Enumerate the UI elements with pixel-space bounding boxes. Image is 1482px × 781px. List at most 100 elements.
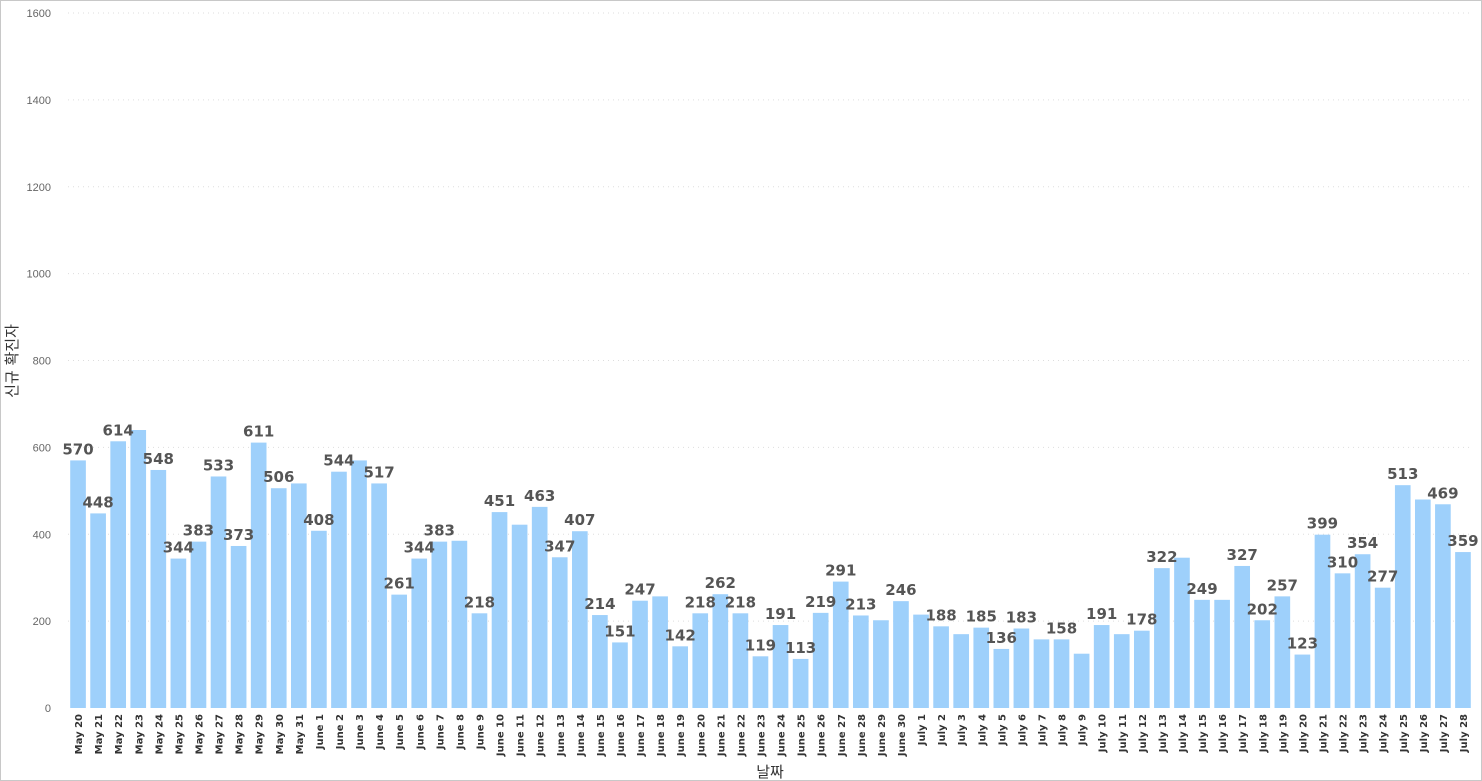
bar[interactable]: [491, 512, 508, 708]
x-tick-label: May 21: [94, 714, 105, 754]
bar[interactable]: [1234, 565, 1251, 708]
bar[interactable]: [1294, 654, 1311, 708]
x-tick-label: June 18: [656, 714, 667, 757]
bar[interactable]: [431, 541, 448, 708]
data-label: 327: [1227, 546, 1258, 564]
bar[interactable]: [130, 430, 147, 708]
bar[interactable]: [752, 656, 769, 708]
bar[interactable]: [1073, 653, 1090, 708]
bar[interactable]: [1033, 639, 1050, 708]
bar[interactable]: [1174, 557, 1190, 708]
bar[interactable]: [732, 613, 749, 708]
x-tick-label: June 15: [596, 714, 607, 757]
bar[interactable]: [652, 596, 668, 708]
bar[interactable]: [110, 441, 127, 708]
x-tick-label: June 21: [716, 714, 727, 757]
x-tick-label: June 25: [797, 714, 808, 757]
bar[interactable]: [852, 615, 869, 708]
bar[interactable]: [953, 634, 970, 708]
bar[interactable]: [893, 601, 909, 708]
bar[interactable]: [1354, 554, 1371, 708]
x-tick-label: July 18: [1258, 714, 1269, 753]
bar[interactable]: [1013, 628, 1030, 708]
bar[interactable]: [210, 476, 227, 708]
bar[interactable]: [692, 613, 709, 708]
data-label: 548: [143, 450, 174, 468]
bar[interactable]: [973, 627, 990, 708]
bar[interactable]: [331, 471, 347, 708]
bar[interactable]: [1093, 625, 1110, 708]
bar[interactable]: [1133, 630, 1150, 708]
data-label: 191: [1086, 605, 1117, 623]
x-tick-label: June 17: [636, 714, 647, 757]
bar[interactable]: [1314, 534, 1331, 708]
bar[interactable]: [1113, 634, 1130, 708]
x-tick-label: June 9: [475, 714, 486, 750]
x-tick-label: June 20: [696, 714, 707, 757]
bar[interactable]: [1053, 639, 1070, 708]
bar[interactable]: [571, 531, 588, 708]
bar[interactable]: [250, 442, 267, 708]
data-label: 544: [323, 452, 354, 470]
data-label: 291: [825, 562, 856, 580]
bar[interactable]: [1214, 599, 1230, 708]
bar[interactable]: [391, 594, 408, 708]
bar[interactable]: [712, 594, 729, 708]
data-label: 213: [845, 595, 876, 613]
bar[interactable]: [873, 620, 889, 708]
x-tick-label: June 26: [817, 714, 828, 757]
bar[interactable]: [832, 581, 849, 708]
bar[interactable]: [451, 540, 468, 708]
bar[interactable]: [70, 460, 86, 708]
bar[interactable]: [993, 648, 1010, 708]
bar[interactable]: [150, 469, 167, 708]
x-tick-label: July 24: [1379, 714, 1390, 753]
x-tick-label: July 20: [1298, 714, 1309, 753]
bar[interactable]: [230, 545, 247, 708]
bar[interactable]: [592, 615, 608, 708]
bar[interactable]: [351, 460, 367, 708]
bar[interactable]: [531, 506, 548, 708]
bar[interactable]: [1254, 620, 1271, 708]
bar[interactable]: [471, 613, 488, 708]
bar[interactable]: [1154, 568, 1170, 708]
x-tick-label: July 11: [1118, 714, 1129, 753]
data-label: 310: [1327, 553, 1358, 571]
bar[interactable]: [632, 600, 648, 708]
bar[interactable]: [170, 558, 187, 708]
x-tick-label: June 6: [415, 714, 426, 750]
bar[interactable]: [672, 646, 689, 708]
y-axis-ticks: 0 200 400 600 800 1000 1200 1400 1600: [27, 8, 51, 715]
data-label: 451: [484, 492, 515, 510]
bar[interactable]: [411, 558, 428, 708]
data-label: 249: [1186, 580, 1217, 598]
bar[interactable]: [511, 524, 528, 708]
data-label: 344: [404, 539, 435, 557]
bar[interactable]: [1455, 552, 1471, 708]
bar[interactable]: [290, 483, 307, 708]
bar[interactable]: [913, 614, 929, 708]
bar[interactable]: [371, 483, 387, 708]
bar[interactable]: [90, 513, 106, 708]
bar[interactable]: [311, 530, 327, 708]
bar[interactable]: [270, 488, 287, 708]
bar[interactable]: [190, 541, 207, 708]
bar[interactable]: [933, 626, 949, 708]
bar[interactable]: [1394, 485, 1411, 708]
bar[interactable]: [1274, 596, 1291, 708]
bar[interactable]: [792, 658, 809, 708]
bar[interactable]: [772, 625, 789, 708]
bar[interactable]: [1414, 499, 1431, 709]
x-tick-label: June 3: [355, 714, 366, 750]
x-tick-label: May 20: [74, 714, 85, 754]
bar[interactable]: [1334, 573, 1351, 708]
x-tick-label: July 23: [1359, 714, 1370, 753]
bar[interactable]: [1194, 599, 1210, 708]
bar[interactable]: [1435, 504, 1451, 708]
data-label: 322: [1146, 548, 1177, 566]
bar[interactable]: [551, 557, 568, 708]
bar[interactable]: [812, 612, 829, 708]
x-tick-label: June 14: [576, 714, 587, 757]
bar[interactable]: [1374, 587, 1391, 708]
bar[interactable]: [612, 642, 628, 708]
